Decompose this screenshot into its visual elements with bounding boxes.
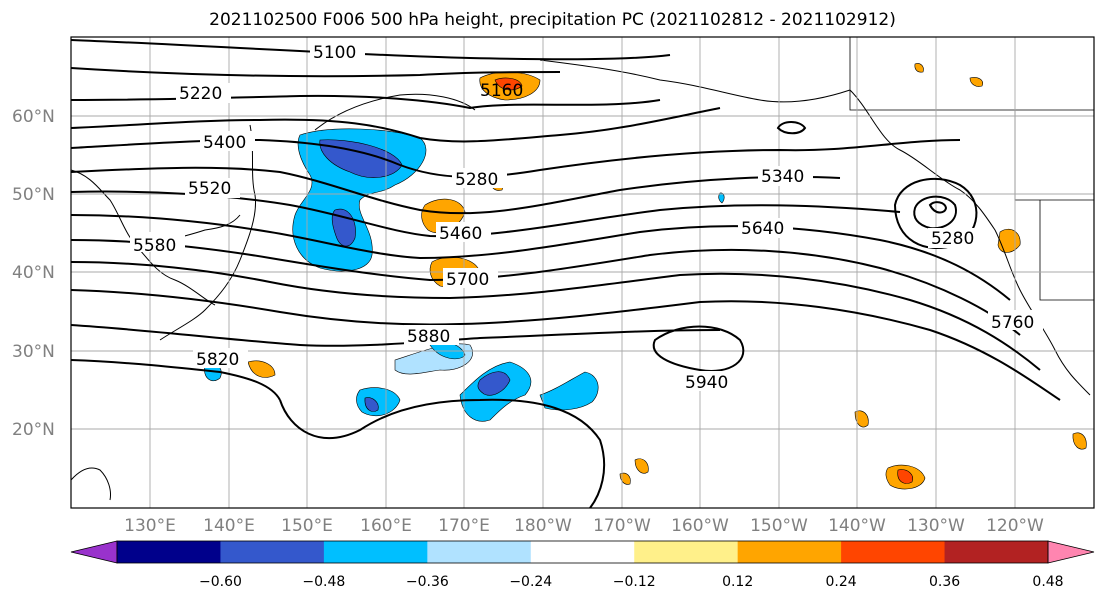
lon-label: 170°W [593, 516, 651, 536]
contour-label: 5340 [761, 167, 804, 187]
colorbar-segment [634, 541, 739, 563]
contour-label: 5280 [455, 170, 498, 190]
contour-label: 5880 [407, 327, 450, 347]
colorbar-outline [116, 540, 1049, 564]
lon-label: 130°E [124, 516, 176, 536]
lon-label: 130°W [907, 516, 965, 536]
contour-label: 5160 [480, 81, 523, 101]
contour-label: 5700 [446, 270, 489, 290]
contour-label: 5460 [439, 224, 482, 244]
colorbar-segment [944, 541, 1049, 563]
colorbar-segment [427, 541, 532, 563]
colorbar-segment [530, 541, 635, 563]
colorbar-segment [323, 541, 428, 563]
colorbar-tick-label: 0.12 [722, 574, 753, 590]
lon-label: 160°W [671, 516, 729, 536]
map-area [71, 37, 1094, 508]
lon-label: 120°W [986, 516, 1044, 536]
contour-label: 5760 [991, 313, 1034, 333]
colorbar-segment [220, 541, 325, 563]
colorbar-segment [117, 541, 221, 563]
lat-label: 60°N [12, 107, 55, 127]
precip-negative-areas [204, 128, 725, 422]
colorbar-segment [841, 541, 946, 563]
lat-label: 40°N [12, 263, 55, 283]
colorbar-tick-label: −0.12 [613, 574, 656, 590]
contour-label-group: 5100 5160 5220 5400 5520 5580 5280 5460 … [130, 40, 1043, 393]
contour-label: 5580 [133, 236, 176, 256]
map-title: 2021102500 F006 500 hPa height, precipit… [209, 10, 896, 30]
lat-label: 50°N [12, 185, 55, 205]
contour-label: 5400 [203, 133, 246, 153]
colorbar-tick-label: −0.60 [199, 574, 242, 590]
colorbar-segment [737, 541, 842, 563]
colorbar-tick-label: 0.48 [1032, 574, 1063, 590]
contour-label: 5280 [931, 229, 974, 249]
colorbar-tick-label: −0.36 [406, 574, 449, 590]
contour-label: 5820 [196, 350, 239, 370]
lon-label: 140°E [203, 516, 255, 536]
contour-label: 5940 [685, 373, 728, 393]
colorbar-extend-low [70, 540, 118, 564]
colorbar-tick-label: −0.24 [509, 574, 552, 590]
lon-label: 150°E [281, 516, 333, 536]
contour-label: 5640 [741, 219, 784, 239]
lat-label: 30°N [12, 342, 55, 362]
colorbar-tick-label: −0.48 [302, 574, 345, 590]
lon-label: 180°W [514, 516, 572, 536]
contour-label: 5100 [313, 43, 356, 63]
colorbar-tick-label: 0.24 [826, 574, 857, 590]
latitude-labels: 60°N 50°N 40°N 30°N 20°N [12, 107, 55, 440]
colorbar-tick-label: 0.36 [929, 574, 960, 590]
contour-label: 5220 [179, 84, 222, 104]
lon-label: 160°E [360, 516, 412, 536]
colorbar-extend-high [1047, 540, 1095, 564]
map-frame [70, 36, 1095, 509]
contour-label: 5520 [188, 179, 231, 199]
lon-label: 150°W [750, 516, 808, 536]
longitude-labels: 130°E 140°E 150°E 160°E 170°E 180°W 170°… [124, 516, 1044, 536]
lat-label: 20°N [12, 420, 55, 440]
lon-label: 170°E [438, 516, 490, 536]
colorbar: −0.60 −0.48 −0.36 −0.24 −0.12 0.12 0.24 0.36 0.4… [70, 540, 1095, 590]
lon-label: 140°W [828, 516, 886, 536]
